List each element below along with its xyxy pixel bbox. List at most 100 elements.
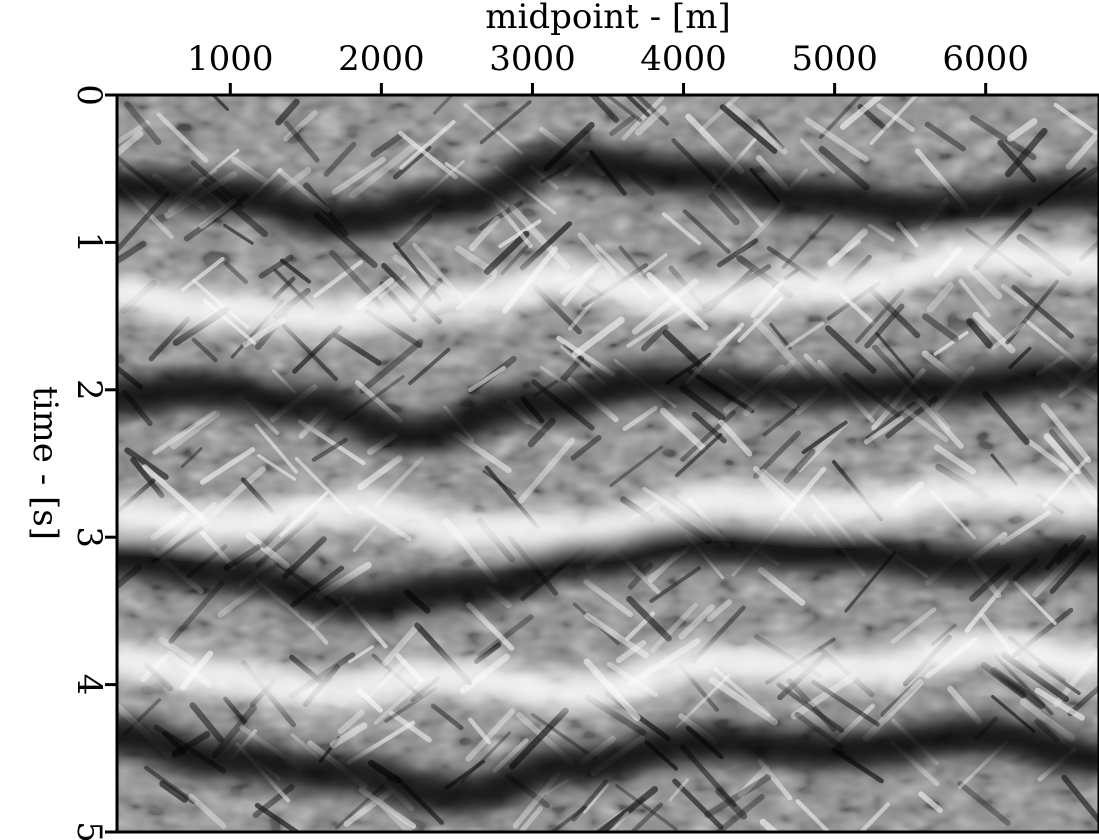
dipping-event <box>608 811 630 832</box>
horizon-bright-6 <box>117 628 1099 711</box>
dipping-event <box>473 642 502 665</box>
dipping-event <box>283 110 318 142</box>
dipping-event <box>649 566 701 603</box>
dipping-event <box>323 141 357 177</box>
dipping-event <box>223 261 249 285</box>
dipping-event <box>890 607 937 644</box>
dipping-event <box>804 117 869 163</box>
dipping-event <box>659 407 707 451</box>
dipping-event <box>256 453 297 481</box>
dipping-event <box>718 419 753 457</box>
x-tick-label: 4000 <box>640 39 727 79</box>
dipping-event <box>1027 439 1069 472</box>
dipping-event <box>691 411 727 444</box>
dipping-event <box>482 469 516 495</box>
y-axis-ticks: 0 1 2 3 4 5 <box>69 84 117 840</box>
dipping-event <box>181 257 225 292</box>
dipping-event <box>706 599 733 622</box>
dipping-event <box>704 774 772 819</box>
horizon-dark-7 <box>117 717 1099 815</box>
dipping-event <box>618 245 648 280</box>
dipping-event <box>781 213 834 270</box>
dipping-event <box>757 566 806 606</box>
dipping-event <box>1034 687 1085 721</box>
horizon-dark-1 <box>117 142 1099 240</box>
x-tick-label: 2000 <box>338 39 425 79</box>
dipping-event <box>398 130 458 180</box>
dipping-event <box>180 447 203 468</box>
dipping-event <box>559 355 585 384</box>
dipping-event <box>223 223 254 245</box>
dipping-event <box>556 335 616 377</box>
dipping-event <box>313 259 364 299</box>
dipping-event <box>675 432 723 478</box>
dipping-event <box>430 703 464 731</box>
dipping-event <box>716 327 742 346</box>
dipping-event <box>223 696 247 724</box>
dipping-event <box>279 258 312 284</box>
dipping-event <box>680 410 737 462</box>
dipping-event <box>518 437 576 504</box>
dipping-event <box>1043 433 1082 475</box>
y-tick-label: 0 <box>69 84 109 106</box>
dipping-event <box>483 230 530 275</box>
dipping-event <box>947 685 982 725</box>
dipping-event <box>370 132 404 158</box>
dipping-event <box>708 192 740 226</box>
dipping-event <box>801 420 848 455</box>
dipping-event <box>634 105 667 136</box>
dipping-event <box>991 322 1026 350</box>
dipping-event <box>169 410 221 450</box>
dipping-event <box>432 95 455 115</box>
dipping-event <box>672 778 724 830</box>
dipping-event <box>311 437 348 462</box>
dipping-event <box>1000 284 1029 307</box>
dipping-event <box>520 806 543 832</box>
dipping-event <box>785 321 825 349</box>
dipping-event <box>124 447 169 480</box>
dipping-event <box>477 614 534 659</box>
dipping-event <box>596 786 659 832</box>
dipping-event <box>668 778 689 802</box>
dipping-event <box>752 430 802 480</box>
dipping-event <box>867 223 895 242</box>
dipping-event <box>966 318 994 349</box>
dipping-event <box>348 143 417 200</box>
dipping-event <box>159 780 189 803</box>
y-tick-label: 5 <box>69 821 109 840</box>
dipping-event <box>230 156 269 185</box>
dipping-event <box>272 276 296 300</box>
dipping-event <box>719 104 778 154</box>
horizon-dark-3 <box>117 356 1099 454</box>
dipping-event <box>980 661 1027 699</box>
y-tick-label: 3 <box>69 526 109 548</box>
dipping-event <box>757 119 785 150</box>
dipping-event <box>583 579 633 618</box>
heatmap-area <box>117 95 1099 832</box>
dipping-event <box>714 793 765 832</box>
dipping-event <box>716 238 759 268</box>
dipping-event <box>997 139 1037 183</box>
dipping-event <box>570 434 602 461</box>
dipping-event <box>811 679 880 727</box>
dipping-event <box>708 677 779 726</box>
dipping-event <box>479 100 532 145</box>
dipping-event <box>661 212 702 246</box>
dipping-event <box>678 604 716 640</box>
dipping-event <box>469 215 501 251</box>
dipping-event <box>1067 684 1099 717</box>
dipping-event <box>762 405 800 437</box>
dipping-event <box>819 95 863 140</box>
dipping-event <box>306 620 329 645</box>
x-axis-ticks: 1000 2000 3000 4000 5000 6000 <box>187 39 1029 95</box>
dipping-event <box>1053 102 1097 135</box>
dipping-event <box>614 783 678 831</box>
dipping-event <box>863 415 904 445</box>
plot-frame <box>115 93 1099 834</box>
dipping-event <box>1011 284 1074 339</box>
dipping-event <box>468 717 491 745</box>
dipping-event <box>245 532 290 569</box>
y-tick-label: 1 <box>69 232 109 254</box>
dipping-event <box>1007 118 1038 142</box>
dipping-event <box>901 406 949 443</box>
